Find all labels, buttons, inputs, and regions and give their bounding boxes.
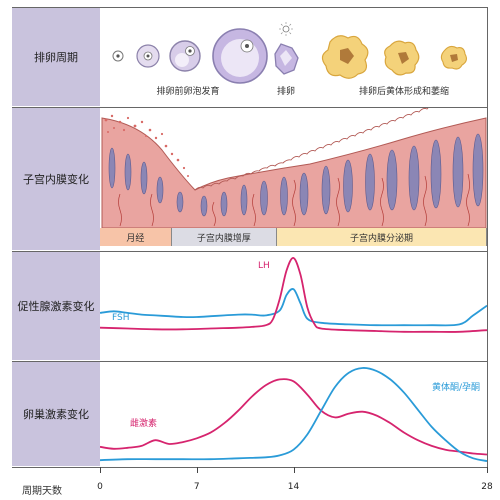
- row-label-gonadotropin: 促性腺激素变化: [12, 252, 100, 360]
- primary-follicle-icon: [136, 44, 160, 68]
- endometrial-glands: [108, 133, 484, 217]
- tick-mark-0: [100, 467, 101, 473]
- label-post-ovulation: 排卵后黄体形成和萎缩: [358, 87, 450, 97]
- series-label-黄体酮/孕酮: 黄体酮/孕酮: [432, 381, 480, 393]
- series-line-LH: [100, 257, 487, 333]
- series-label-雌激素: 雌激素: [130, 417, 157, 429]
- ovarian-hormone-chart: 雌激素 黄体酮/孕酮: [100, 367, 487, 462]
- series-line-FSH: [100, 288, 487, 327]
- series-label-FSH: FSH: [112, 313, 130, 323]
- tick-label-7: 7: [193, 482, 200, 492]
- tick-mark-28: [487, 467, 488, 473]
- series-line-黄体酮/孕酮: [100, 367, 487, 462]
- tick-mark-14: [293, 467, 295, 473]
- endometrium-surface: [194, 108, 429, 191]
- secondary-follicle-icon: [169, 40, 201, 72]
- ovulation-illustrations: [112, 22, 468, 84]
- corpus-luteum-small-icon: [440, 45, 468, 70]
- endometrium-tissue: [101, 117, 487, 228]
- phase-1: 子宫内膜增厚: [171, 228, 277, 246]
- ovulating-follicle-icon: [274, 22, 299, 75]
- frame-right: [487, 7, 488, 468]
- tick-label-0: 0: [97, 482, 103, 492]
- corpus-luteum-large-icon: [321, 35, 369, 79]
- tick-label-28: 28: [481, 482, 493, 492]
- frame-bottom: [12, 467, 488, 468]
- frame-divider-3: [12, 361, 488, 362]
- spiral-arteries: [118, 173, 470, 227]
- frame-divider-1: [12, 107, 488, 108]
- phase-2: 子宫内膜分泌期: [276, 228, 487, 246]
- primordial-follicle-icon: [112, 50, 124, 62]
- frame-top: [12, 7, 488, 8]
- menstrual-shedding-dots: [104, 114, 189, 177]
- tick-label-14: 14: [287, 482, 300, 492]
- frame-divider-2: [12, 251, 488, 252]
- axis-title: 周期天数: [22, 486, 62, 497]
- phase-0: 月经: [100, 228, 172, 246]
- row-label-ovulation: 排卵周期: [12, 8, 100, 106]
- label-pre-ovulation: 排卵前卵泡发育: [156, 87, 220, 97]
- corpus-luteum-medium-icon: [384, 40, 420, 76]
- tick-mark-7: [196, 467, 198, 473]
- row-label-ovarian-hormone: 卵巢激素变化: [12, 362, 100, 466]
- mature-follicle-icon: [212, 28, 268, 84]
- series-label-LH: LH: [258, 261, 270, 271]
- gonadotropin-chart: FSH LH: [100, 257, 487, 333]
- endometrium-illustration: [101, 108, 487, 228]
- label-ovulation: 排卵: [276, 87, 296, 97]
- series-line-雌激素: [100, 378, 487, 456]
- row-label-endometrium: 子宫内膜变化: [12, 108, 100, 250]
